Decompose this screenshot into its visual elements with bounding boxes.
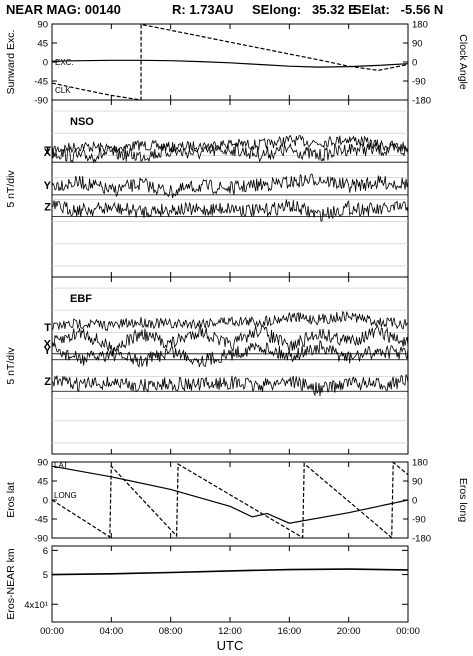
y-tick-label: -90: [412, 77, 426, 88]
y-tick-label: 90: [412, 39, 423, 50]
y-tick-label: 45: [37, 477, 48, 488]
panel-frame-eros-range: [51, 545, 409, 623]
x-tick-label: 00:00: [396, 626, 420, 637]
x-tick-label: 20:00: [337, 626, 361, 637]
ebf-series-t: [51, 310, 409, 332]
ebf-series-label-t: T: [44, 322, 51, 334]
y-tick-label: 45: [37, 39, 48, 50]
y-tick-label: 180: [412, 458, 428, 469]
panel-frame-clock: [51, 23, 409, 101]
y-tick-label: -90: [34, 96, 48, 107]
series-eros-lat: [51, 465, 409, 524]
ebf-series-z: [51, 373, 409, 397]
y-tick-label: 90: [37, 20, 48, 31]
nso-series-y: [51, 173, 409, 199]
nso-series-z: [51, 199, 409, 222]
ylabel-nso-scale: 5 nT/div: [5, 170, 17, 208]
x-tick-label: 00:00: [40, 626, 64, 637]
ylabel-ebf-scale: 5 nT/div: [5, 347, 17, 385]
panel-frame-eros-coords: [51, 461, 409, 539]
ebf-series-y: [51, 340, 409, 368]
y-tick-label: 6: [43, 546, 48, 557]
x-tick-label: 08:00: [159, 626, 183, 637]
y-tick-label: -45: [34, 77, 48, 88]
series-label-long: LONG: [54, 491, 77, 500]
y-tick-label: 90: [412, 477, 423, 488]
y-tick-label: 0: [43, 58, 48, 69]
nso-series-x: [51, 142, 409, 164]
panel-frame-nso: [51, 99, 409, 278]
ylabel-eros-lat: Eros lat: [5, 482, 17, 518]
x-tick-label: 12:00: [218, 626, 242, 637]
series-clock-angle: [51, 23, 409, 101]
title-near-mag: NEAR MAG: 00140: [6, 2, 121, 17]
x-tick-label: 16:00: [277, 626, 301, 637]
title-latitude: SElat: -5.56 N: [353, 2, 443, 17]
series-eros-near-range: [51, 568, 409, 576]
nso-series-label-z: Z: [44, 202, 51, 214]
y-tick-label: -45: [34, 515, 48, 526]
series-label-exc: EXC.: [55, 58, 74, 67]
y-tick-label: -90: [412, 515, 426, 526]
y-tick-label: -180: [412, 96, 431, 107]
y-tick-label: -180: [412, 534, 431, 545]
series-sunward-excursion: [51, 59, 409, 68]
ebf-series-x: [51, 324, 409, 356]
axis-ticks: 00:00 04:00 08:00 12:00 16:00 20:00 00:00 90 45 0…: [24, 20, 431, 638]
ebf-series-label-x: X: [44, 339, 52, 351]
series-label-clk: CLK: [55, 86, 71, 95]
ebf-series-label-z: Z: [44, 376, 51, 388]
y-tick-label: 0: [43, 496, 48, 507]
ylabel-eros-long: Eros long: [457, 478, 469, 523]
ylabel-clock-angle: Clock Angle: [457, 34, 469, 90]
y-tick-label: 4x10¹: [24, 600, 48, 611]
panel-label-nso: NSO: [70, 116, 94, 128]
y-tick-label: 0: [412, 496, 417, 507]
ebf-series-label-y: Y: [44, 345, 52, 357]
y-tick-label: 180: [412, 20, 428, 31]
title-elongation: SElong: 35.32 E: [252, 2, 357, 17]
ylabel-eros-near-km: Eros-NEAR km: [5, 548, 17, 619]
y-tick-label: 5: [43, 570, 48, 581]
ylabel-sunward-exc: Sunward Exc.: [5, 30, 17, 95]
y-tick-label: -90: [34, 534, 48, 545]
panel-frame-ebf: [51, 276, 409, 455]
panel-label-ebf: EBF: [70, 293, 92, 305]
xlabel-utc: UTC: [217, 638, 244, 653]
x-tick-label: 04:00: [99, 626, 123, 637]
title-distance: R: 1.73AU: [172, 2, 233, 17]
nso-series-label-x: X: [44, 147, 52, 159]
series-label-lat: LAT: [54, 461, 68, 470]
series-eros-long: [51, 461, 409, 539]
nso-series-t: [51, 134, 409, 155]
y-tick-label: 0: [412, 58, 417, 69]
panel-frames: [51, 23, 409, 623]
y-tick-label: 90: [37, 458, 48, 469]
nso-series-label-y: Y: [44, 180, 52, 192]
data-traces: [51, 23, 409, 576]
nso-series-label-t: T: [44, 145, 51, 157]
